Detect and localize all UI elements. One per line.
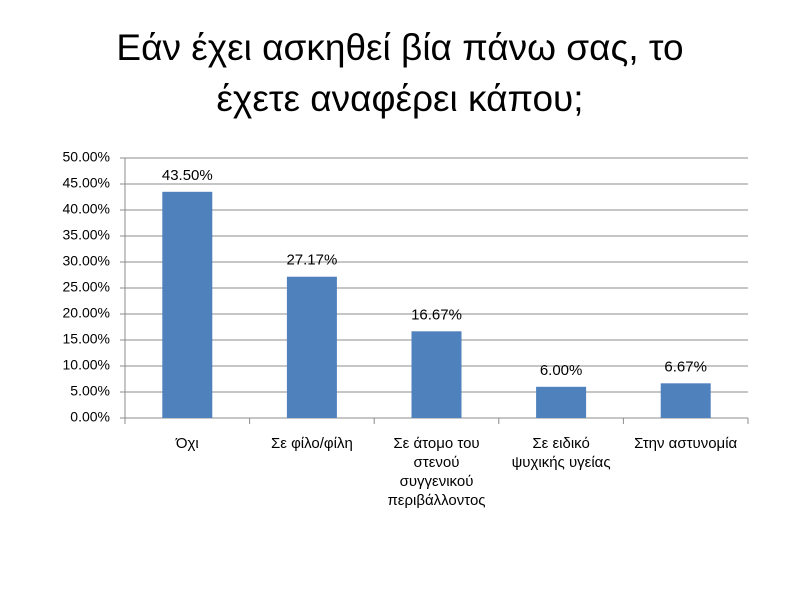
chart-title: έχετε αναφέρει κάπου; — [216, 78, 583, 119]
x-tick-label: Σε άτομο του στενού συγγενικού περιβάλλο… — [387, 435, 486, 509]
bar — [286, 276, 337, 418]
data-label: 6.00% — [540, 362, 583, 379]
bar — [660, 383, 711, 418]
y-tick-label: 25.00% — [63, 279, 110, 295]
y-tick-label: 0.00% — [70, 409, 110, 425]
y-tick-label: 15.00% — [63, 331, 110, 347]
bar — [162, 191, 213, 418]
y-tick-label: 5.00% — [70, 383, 110, 399]
y-tick-label: 40.00% — [63, 201, 110, 217]
data-label: 16.67% — [411, 306, 462, 323]
data-label: 43.50% — [162, 167, 213, 184]
x-tick-label: Όχι — [175, 435, 199, 452]
chart-title: Εάν έχει ασκηθεί βία πάνω σας, το — [116, 27, 683, 68]
y-tick-label: 50.00% — [63, 149, 110, 165]
data-label: 6.67% — [664, 358, 707, 375]
x-tick-label: Σε ειδικό ψυχικής υγείας — [511, 435, 611, 471]
y-tick-label: 45.00% — [63, 175, 110, 191]
x-tick-label: Σε φίλο/φίλη — [270, 435, 353, 452]
y-tick-label: 35.00% — [63, 227, 110, 243]
bar — [536, 386, 587, 418]
bar — [411, 331, 462, 418]
data-label: 27.17% — [286, 252, 337, 269]
y-tick-label: 30.00% — [63, 253, 110, 269]
y-tick-label: 20.00% — [63, 305, 110, 321]
x-tick-label: Στην αστυνομία — [634, 435, 738, 452]
y-tick-label: 10.00% — [63, 357, 110, 373]
